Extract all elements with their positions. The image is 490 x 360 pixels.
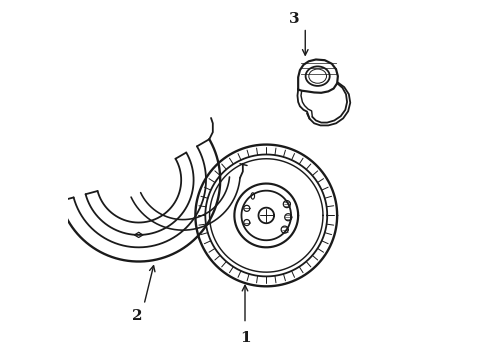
Text: 2: 2 xyxy=(132,310,142,324)
Text: 1: 1 xyxy=(240,331,250,345)
Text: 3: 3 xyxy=(289,12,300,26)
